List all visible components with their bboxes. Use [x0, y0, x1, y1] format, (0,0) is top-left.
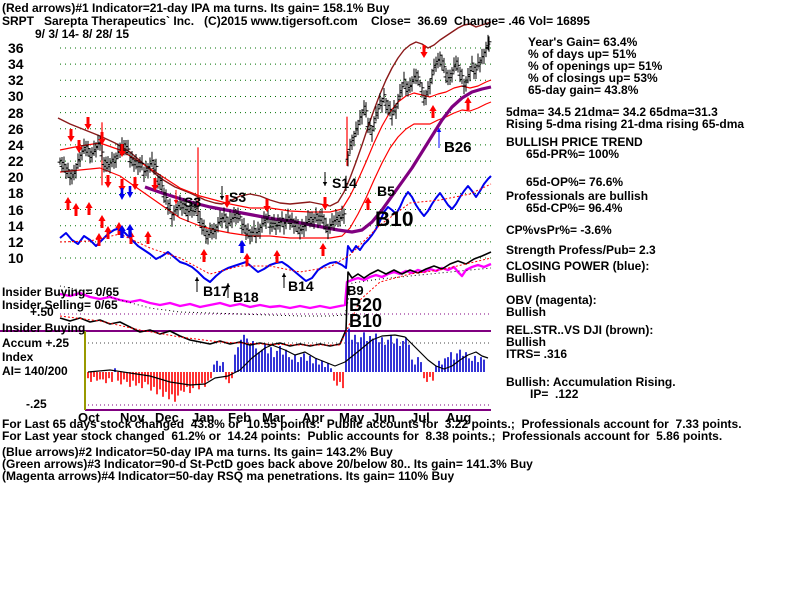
signal-annotation: B20 [349, 295, 382, 315]
signal-annotation: B17 [203, 283, 229, 299]
signal-annotation: B10 [349, 311, 382, 331]
signal-annotation: S3 [184, 194, 201, 210]
signal-annotation: B18 [233, 289, 259, 305]
signal-annotation: S14 [332, 175, 357, 191]
signal-annotation: B10 [375, 208, 414, 231]
signal-annotation: B9 [347, 283, 364, 298]
signal-annotation: B26 [444, 139, 472, 156]
signal-annotation: B14 [288, 278, 314, 294]
signal-annotation: B5 [377, 183, 395, 199]
signal-annotation: S3 [229, 189, 246, 205]
